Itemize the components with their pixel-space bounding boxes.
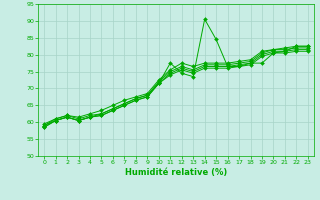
X-axis label: Humidité relative (%): Humidité relative (%) [125, 168, 227, 177]
